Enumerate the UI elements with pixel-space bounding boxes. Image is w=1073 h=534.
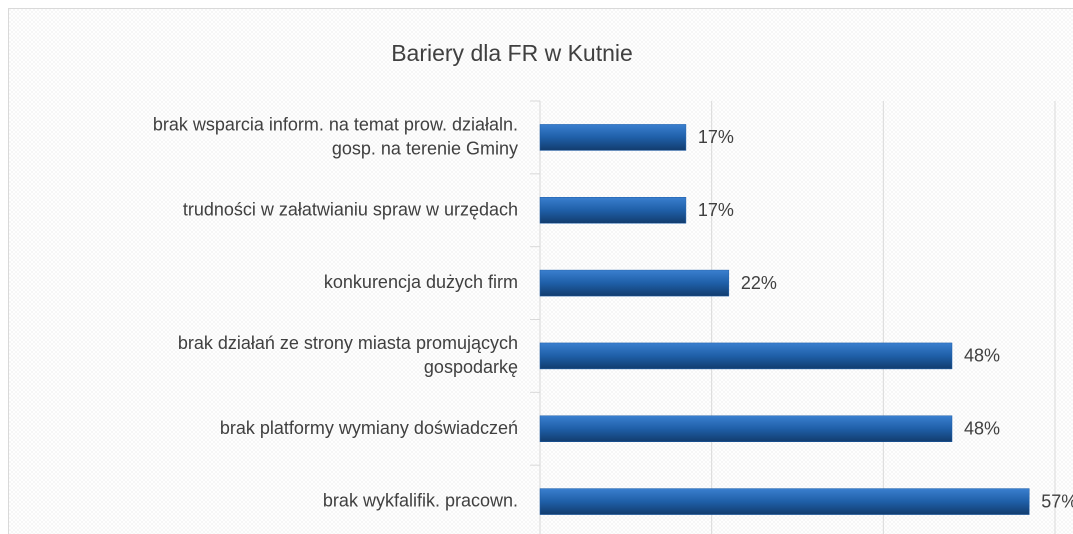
data-label: 48% [964,419,1000,439]
chart-title: Bariery dla FR w Kutnie [391,40,633,66]
y-tick-label: brak działań ze strony miasta promującyc… [178,333,518,377]
y-tick-label: trudności w załatwianiu spraw w urzędach [183,199,518,219]
bar [539,488,1030,515]
y-tick-label: brak wsparcia inform. na temat prow. dzi… [153,114,518,158]
data-label: 48% [964,346,1000,366]
y-tick-label: konkurencja dużych firm [324,272,518,292]
data-label: 22% [741,273,777,293]
bar [539,342,953,370]
bar [539,124,687,151]
bar [539,415,953,442]
data-label: 17% [698,200,734,220]
bar [539,197,687,224]
y-tick-label: brak wykfalifik. pracown. [323,490,518,510]
y-tick-label: brak platformy wymiany doświadczeń [220,418,518,438]
data-label: 57% [1041,491,1073,511]
data-label: 17% [698,127,734,147]
bar [539,269,730,297]
